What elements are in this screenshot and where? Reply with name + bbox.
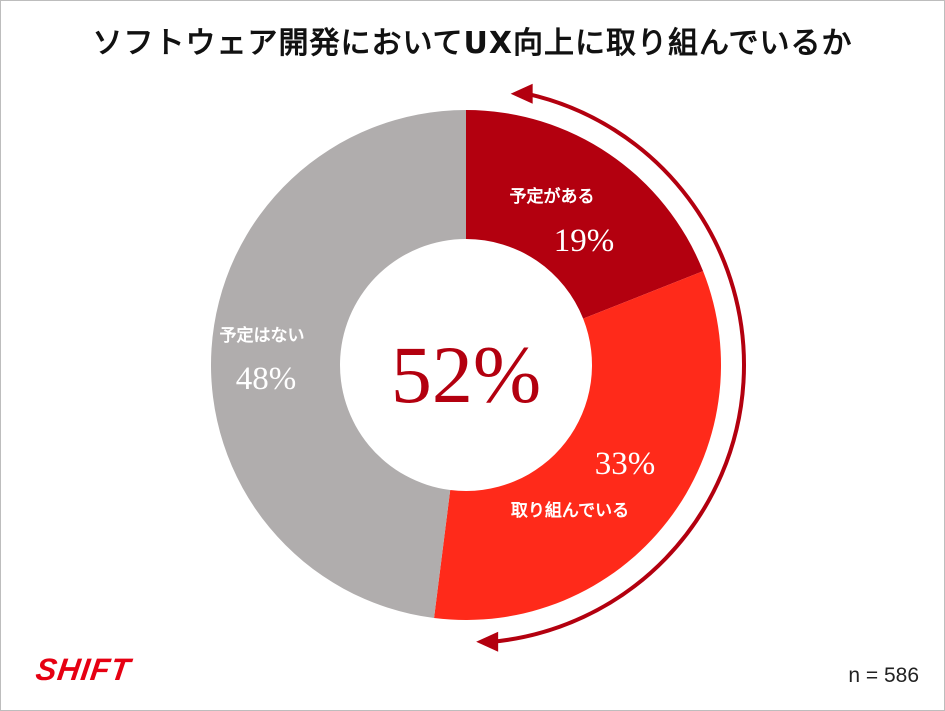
slice-name-label-1: 予定がある (510, 186, 595, 207)
pie-slice-1 (466, 110, 704, 319)
arrowhead-top-icon (510, 83, 533, 104)
slice-name-label-2: 取り組んでいる (511, 500, 629, 521)
pie-slice-2 (434, 271, 722, 620)
sample-size-label: n = 586 (848, 664, 919, 687)
chart-title: ソフトウェア開発においてUX向上に取り組んでいるか (92, 26, 853, 61)
slice-value-label-2: 33% (595, 446, 656, 482)
slice-value-label-1: 19% (554, 223, 615, 259)
slice-name-label-3: 予定はない (220, 325, 305, 346)
arrowhead-bottom-icon (476, 631, 499, 652)
pie-slice-3 (210, 110, 466, 618)
slice-value-label-3: 48% (236, 361, 297, 397)
bracket-arrow-arc (491, 91, 746, 644)
shift-logo: SHIFT (33, 652, 134, 687)
center-total-label: 52% (391, 329, 541, 420)
